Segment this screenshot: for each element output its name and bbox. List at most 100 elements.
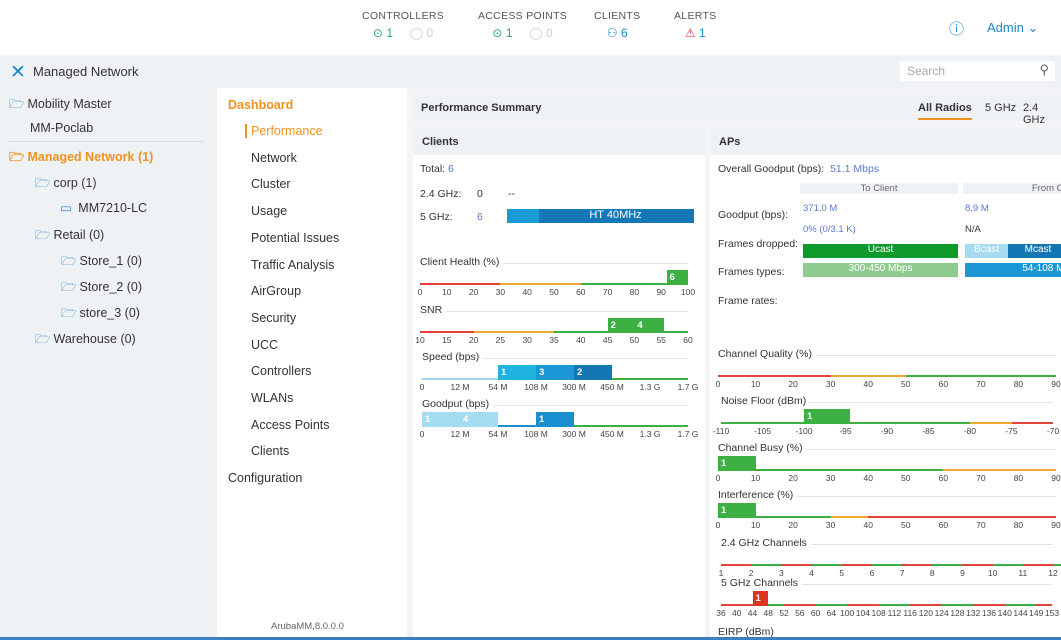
gauge-segment	[941, 604, 974, 606]
tree-item-retail[interactable]: 🗁 Retail (0)	[35, 226, 104, 247]
tree-item-managed-network[interactable]: 🗁 Managed Network (1)	[9, 148, 153, 169]
tree-item-mobility-master[interactable]: 🗁 Mobility Master	[9, 95, 112, 116]
nav-item-clients[interactable]: Clients	[251, 444, 290, 459]
tree-item-warehouse[interactable]: 🗁 Warehouse (0)	[35, 330, 136, 351]
nav-item-potential-issues[interactable]: Potential Issues	[251, 230, 340, 245]
tree-item-store-1[interactable]: 🗁 Store_1 (0)	[61, 252, 142, 273]
tree-label: corp (1)	[53, 176, 97, 190]
tick-label: 30	[495, 287, 506, 297]
total-label: Total:	[420, 163, 446, 175]
tick-label: 5	[839, 568, 845, 578]
tick-label: 90	[1051, 379, 1061, 389]
tree-label: Retail (0)	[53, 228, 105, 242]
tree-item-corp[interactable]: 🗁 corp (1)	[35, 174, 97, 195]
clients-stat[interactable]: CLIENTS ⚇ 6	[594, 10, 640, 40]
gauge-segment	[1022, 564, 1053, 566]
tab-5ghz[interactable]: 5 GHz	[985, 102, 1017, 114]
access-points-stat[interactable]: ACCESS POINTS ⊙ 1 ◯ 0	[478, 10, 567, 40]
tick-label: 80	[1013, 473, 1024, 483]
gauge-segment	[781, 564, 812, 566]
section-title: Performance Summary	[421, 102, 542, 114]
channels-5-gauge: 5 GHz Channels 1 36 40 44 48 52 56 60 64 100 104 108…	[716, 577, 1059, 618]
tree-item-store-3[interactable]: 🗁 store_3 (0)	[61, 304, 140, 325]
tick-label: 44	[747, 608, 758, 618]
tick-label: 56	[795, 608, 805, 618]
admin-menu[interactable]: Admin ⌄	[987, 20, 1038, 36]
tick-label: 50	[901, 379, 911, 389]
nav-item-traffic-analysis[interactable]: Traffic Analysis	[251, 257, 335, 272]
folder-icon: 🗁	[35, 332, 51, 346]
tick-label: 12 M	[450, 382, 470, 392]
tree-item-store-2[interactable]: 🗁 Store_2 (0)	[61, 278, 142, 299]
tree-item-mm7210[interactable]: ▭ MM7210-LC	[60, 200, 147, 215]
tick-label: 10	[750, 379, 761, 389]
alerts-stat[interactable]: ALERTS ⚠ 1	[674, 10, 716, 40]
nav-item-performance[interactable]: Performance	[245, 124, 323, 138]
down-count: 0	[545, 26, 553, 40]
tab-all-radios[interactable]: All Radios	[918, 102, 972, 120]
tick-label: 112	[887, 608, 902, 618]
tick-label: 30	[825, 473, 836, 483]
nav-item-ucc[interactable]: UCC	[251, 337, 279, 352]
col-from-client: From Clie	[963, 183, 1061, 194]
clients-card: Clients Total: 6 2.4 GHz: 0 -- 5 GHz: 6 …	[413, 128, 705, 640]
gauge-segment	[612, 378, 688, 380]
gauge-segment	[973, 604, 1005, 606]
gauge-title: Speed (bps)	[422, 351, 484, 363]
nav-dashboard[interactable]: Dashboard	[228, 98, 294, 112]
tree-label: Store_2 (0)	[79, 280, 143, 294]
search-icon[interactable]: ⚲	[1039, 62, 1049, 77]
close-icon[interactable]: ✕	[10, 62, 26, 83]
nav-item-network[interactable]: Network	[251, 150, 297, 165]
tick-label: 1	[718, 568, 724, 578]
gauge-title: 5 GHz Channels	[721, 577, 803, 589]
tick-label: 30	[522, 335, 532, 345]
tick-label: 144	[1013, 608, 1028, 618]
tick-label: 70	[976, 520, 986, 530]
tick-label: 50	[549, 287, 559, 297]
nav-item-security[interactable]: Security	[251, 310, 297, 325]
nav-configuration[interactable]: Configuration	[228, 471, 303, 485]
tab-24ghz[interactable]: 2.4 GHz	[1023, 102, 1045, 126]
stat-title: CONTROLLERS	[362, 10, 445, 22]
gauge-bar: 4	[634, 318, 664, 333]
search-input[interactable]: Search ⚲	[900, 61, 1055, 81]
tick-label: 20	[788, 520, 798, 530]
rates-label: Frame rates:	[718, 295, 778, 307]
nav-item-controllers[interactable]: Controllers	[251, 364, 312, 379]
card-title: APs	[710, 128, 1061, 155]
gauge-title: Goodput (bps)	[422, 398, 494, 410]
nav-item-airgroup[interactable]: AirGroup	[251, 284, 302, 299]
gauge-segment	[1036, 604, 1052, 606]
gauge-segment	[992, 564, 1023, 566]
help-icon[interactable]: ⓘ	[949, 21, 965, 38]
gauge-segment	[422, 425, 574, 427]
gauge-rule	[721, 544, 1053, 545]
gauge-segment	[580, 283, 688, 285]
controllers-stat[interactable]: CONTROLLERS ⊙ 1 ◯ 0	[362, 10, 444, 40]
nav-item-access-points[interactable]: Access Points	[251, 417, 330, 432]
tick-label: 90	[1051, 520, 1061, 530]
nav-item-cluster[interactable]: Cluster	[251, 177, 291, 192]
gauge-segment	[1053, 564, 1061, 566]
g5-label: 5 GHz:	[420, 211, 453, 223]
tick-label: 108 M	[524, 429, 548, 439]
dashboard-nav: Dashboard Performance Network Cluster Usage…	[217, 88, 407, 640]
tick-label: 9	[960, 568, 965, 578]
card-title: Clients	[413, 128, 705, 155]
col-to-client: To Client	[800, 183, 958, 194]
overall-label: Overall Goodput (bps):	[718, 163, 825, 175]
gauge-segment	[830, 375, 906, 377]
nav-item-usage[interactable]: Usage	[251, 204, 288, 219]
nav-item-wlans[interactable]: WLANs	[251, 391, 294, 405]
divider	[8, 141, 203, 142]
bcast-bar: Bcast	[965, 244, 1008, 258]
tick-label: 149	[1029, 608, 1044, 618]
rate-to-bar: 300-450 Mbps	[803, 263, 958, 277]
gauge-rule	[721, 402, 1053, 403]
ucast-bar: Ucast	[803, 244, 958, 258]
tick-label: 70	[976, 379, 986, 389]
gauge-segment	[574, 425, 688, 427]
tree-item-mm-poclab[interactable]: MM-Poclab	[30, 121, 93, 135]
check-circle-icon: ⊙	[492, 26, 503, 40]
